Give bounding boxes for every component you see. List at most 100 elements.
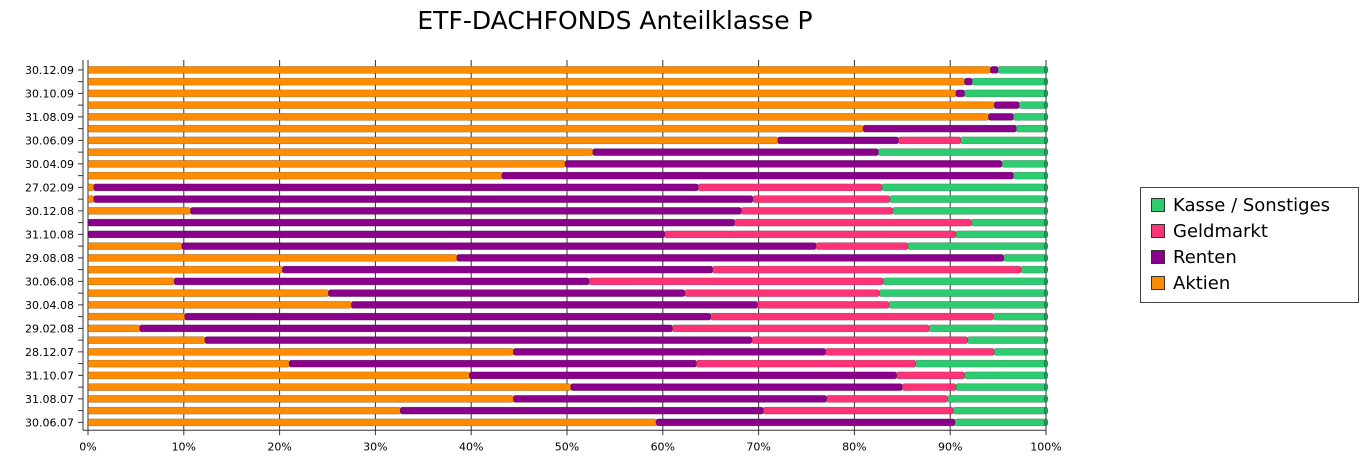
bar-end-cap xyxy=(1044,383,1048,391)
bar-aktien xyxy=(87,348,514,356)
bar-renten xyxy=(990,66,999,74)
bar-renten xyxy=(988,113,1014,121)
bar-end-cap xyxy=(1044,254,1048,262)
legend-item: Kasse / Sonstiges xyxy=(1151,192,1358,218)
x-tick-label: 50% xyxy=(555,440,579,453)
bar-kasse-sonstiges xyxy=(955,230,1047,239)
bar-geldmarkt xyxy=(901,383,957,391)
bar-kasse-sonstiges xyxy=(993,312,1047,321)
bar-end-cap xyxy=(1044,101,1048,109)
bar-geldmarkt xyxy=(734,218,972,227)
bar-end-cap xyxy=(1044,371,1048,380)
legend-label: Geldmarkt xyxy=(1173,220,1268,242)
legend-swatch xyxy=(1151,224,1165,238)
bar-kasse-sonstiges xyxy=(964,371,1047,380)
y-category-label: 30.12.08 xyxy=(25,205,74,218)
bar-end-cap xyxy=(1044,160,1048,168)
bar-aktien xyxy=(87,183,95,192)
bar-renten xyxy=(288,359,697,368)
bar-end-cap xyxy=(1044,124,1048,133)
bar-renten xyxy=(564,160,1003,168)
y-category-label: 30.04.09 xyxy=(25,158,74,171)
bar-end-cap xyxy=(1044,66,1048,74)
bar-renten xyxy=(173,277,590,286)
bar-geldmarkt xyxy=(763,406,954,415)
bar-renten xyxy=(400,406,764,415)
bar-kasse-sonstiges xyxy=(993,348,1047,356)
bar-kasse-sonstiges xyxy=(928,324,1047,333)
bar-kasse-sonstiges xyxy=(882,277,1047,286)
bar-end-cap xyxy=(1044,171,1048,180)
bar-kasse-sonstiges xyxy=(971,77,1047,86)
bar-aktien xyxy=(87,160,566,168)
bar-geldmarkt xyxy=(664,230,957,239)
bar-renten xyxy=(87,218,735,227)
bar-kasse-sonstiges xyxy=(915,359,1047,368)
bar-end-cap xyxy=(1044,312,1048,321)
bar-renten xyxy=(456,254,1005,262)
bar-aktien xyxy=(87,148,594,156)
bar-kasse-sonstiges xyxy=(967,336,1047,344)
bar-geldmarkt xyxy=(898,136,962,145)
bar-aktien xyxy=(87,383,572,391)
bar-end-cap xyxy=(1044,89,1048,98)
bar-aktien xyxy=(87,124,864,133)
bar-renten xyxy=(570,383,903,391)
legend-swatch xyxy=(1151,250,1165,264)
bar-kasse-sonstiges xyxy=(1013,171,1047,180)
x-tick-label: 90% xyxy=(938,440,962,453)
bar-kasse-sonstiges xyxy=(1016,124,1047,133)
y-category-label: 31.08.09 xyxy=(25,111,74,124)
bar-renten xyxy=(655,418,956,427)
bar-kasse-sonstiges xyxy=(970,218,1047,227)
bar-end-cap xyxy=(1044,113,1048,121)
legend-item: Geldmarkt xyxy=(1151,218,1358,244)
bar-aktien xyxy=(87,371,470,380)
bar-geldmarkt xyxy=(672,324,930,333)
bar-geldmarkt xyxy=(712,265,1022,274)
bar-kasse-sonstiges xyxy=(1003,254,1047,262)
y-category-label: 30.06.09 xyxy=(25,134,74,147)
y-category-label: 30.06.07 xyxy=(25,416,74,429)
bar-aktien xyxy=(87,242,183,250)
x-tick-label: 20% xyxy=(267,440,291,453)
bar-aktien xyxy=(87,113,989,121)
bar-aktien xyxy=(87,312,186,321)
bar-renten xyxy=(204,336,753,344)
chart-title: ETF-DACHFONDS Anteilklasse P xyxy=(417,6,813,35)
y-category-label: 31.08.07 xyxy=(25,393,74,406)
bar-end-cap xyxy=(1044,277,1048,286)
bar-end-cap xyxy=(1044,418,1048,427)
bar-end-cap xyxy=(1044,265,1048,274)
bar-renten xyxy=(513,395,827,403)
stacked-bar-chart: 30.12.09 30.10.09 31.08.09 30.06.09 30.04.09… xyxy=(25,60,1062,453)
bar-geldmarkt xyxy=(752,195,891,203)
bar-end-cap xyxy=(1044,148,1048,156)
bar-geldmarkt xyxy=(815,242,909,250)
bar-kasse-sonstiges xyxy=(889,195,1047,203)
bar-kasse-sonstiges xyxy=(954,418,1047,427)
bar-aktien xyxy=(87,359,290,368)
bar-geldmarkt xyxy=(710,312,994,321)
bar-aktien xyxy=(87,89,957,98)
bar-aktien xyxy=(87,136,779,145)
bar-renten xyxy=(592,148,879,156)
bar-renten xyxy=(139,324,673,333)
bar-end-cap xyxy=(1044,336,1048,344)
bar-aktien xyxy=(87,101,995,109)
bar-renten xyxy=(468,371,897,380)
bar-kasse-sonstiges xyxy=(960,136,1047,145)
bar-aktien xyxy=(87,324,141,333)
bar-end-cap xyxy=(1044,207,1048,215)
bar-renten xyxy=(513,348,826,356)
bar-end-cap xyxy=(1044,77,1048,86)
x-tick-label: 80% xyxy=(842,440,866,453)
bar-geldmarkt xyxy=(751,336,968,344)
bar-kasse-sonstiges xyxy=(1018,101,1047,109)
bar-renten xyxy=(184,312,712,321)
bar-kasse-sonstiges xyxy=(1020,265,1047,274)
bar-kasse-sonstiges xyxy=(879,289,1047,297)
bar-renten xyxy=(282,265,713,274)
bar-geldmarkt xyxy=(697,183,883,192)
bar-aktien xyxy=(87,66,991,74)
